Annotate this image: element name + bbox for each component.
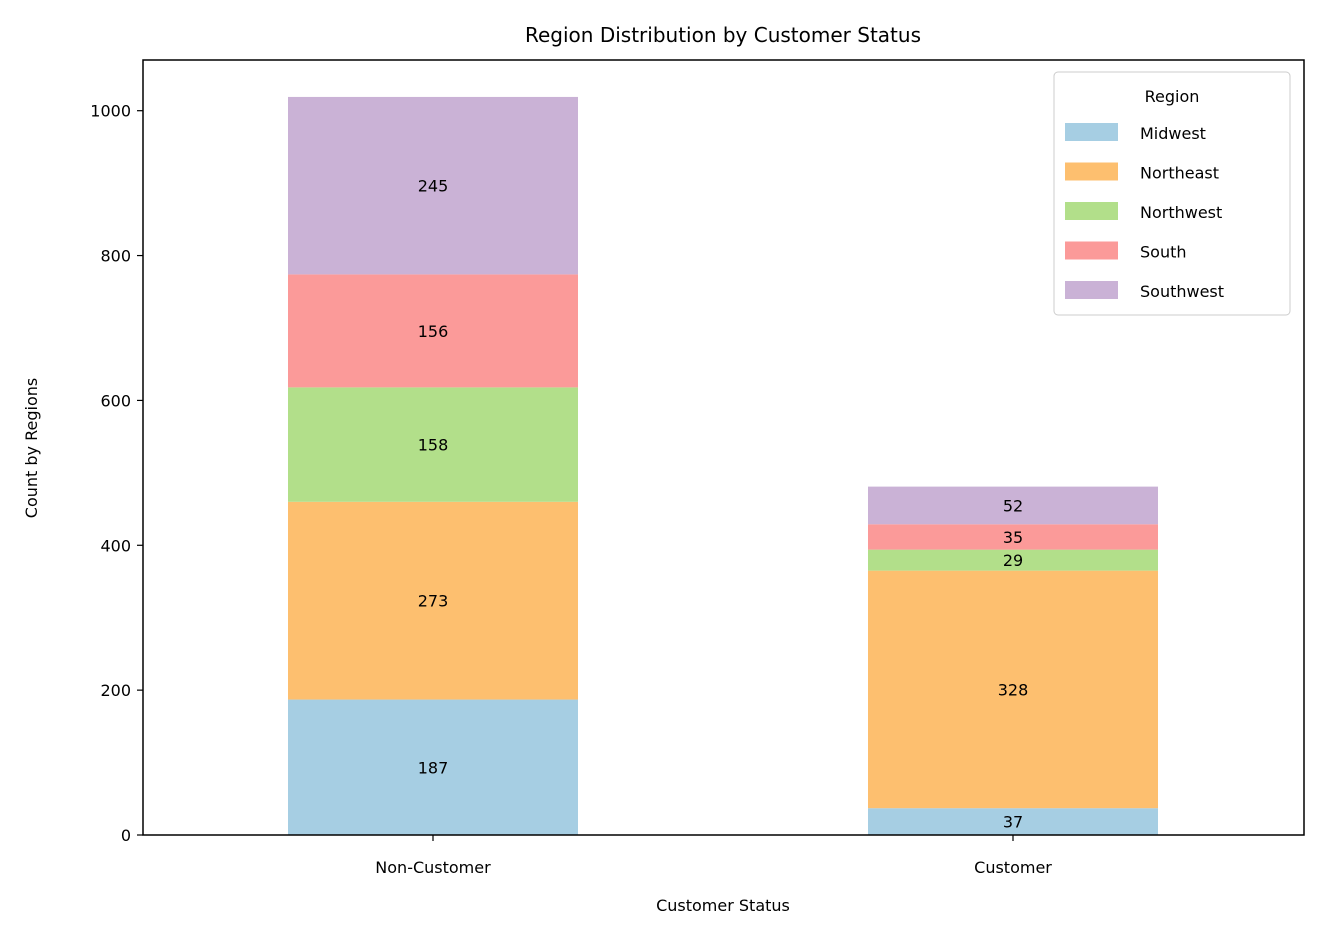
y-axis: 0 200 400 600 800 1000 (90, 102, 143, 845)
bar-value-label: 156 (418, 322, 449, 341)
bar-segment (868, 808, 1158, 835)
legend-item-label: Southwest (1140, 282, 1224, 301)
bar-segment (288, 274, 578, 388)
bar-segment (868, 570, 1158, 809)
legend-items: Midwest Northeast Northwest South Southwest (1065, 123, 1224, 301)
legend-swatch (1065, 162, 1118, 181)
y-axis-label: Count by Regions (22, 378, 41, 518)
x-tick-label: Customer (974, 858, 1052, 877)
bar-value-label: 29 (1003, 551, 1023, 570)
legend-frame (1053, 71, 1291, 316)
bar-segment (868, 486, 1158, 525)
bar-value-label: 328 (998, 680, 1029, 699)
legend-swatch (1065, 202, 1118, 220)
legend: Region Midwest Northeast Northwest South Sou… (1053, 71, 1291, 316)
bar-value-label: 158 (418, 436, 449, 455)
y-tick-label: 1000 (90, 102, 131, 121)
x-axis-label: Customer Status (656, 896, 790, 915)
bar-value-label: 245 (418, 177, 449, 196)
plot-frame (142, 59, 1305, 836)
chart-title: Region Distribution by Customer Status (525, 23, 921, 47)
y-tick-label: 0 (121, 826, 131, 845)
bars-group (288, 96, 1158, 835)
x-tick-label: Non-Customer (375, 858, 491, 877)
x-axis: Non-Customer Customer (375, 835, 1052, 877)
legend-swatch (1065, 281, 1118, 299)
bar-segment (868, 549, 1158, 571)
bar-segment (288, 387, 578, 502)
legend-item-label: Midwest (1140, 124, 1206, 143)
legend-title: Region (1145, 87, 1200, 106)
bar-value-label: 187 (418, 758, 449, 777)
y-tick-label: 200 (100, 681, 131, 700)
bar-value-label: 35 (1003, 528, 1023, 547)
legend-item-label: Northeast (1140, 164, 1219, 183)
bar-segment (288, 699, 578, 835)
bar-value-label: 273 (418, 592, 449, 611)
bar-segment (288, 501, 578, 700)
legend-item-label: Northwest (1140, 203, 1222, 222)
bar-segment (868, 524, 1158, 550)
legend-item-label: South (1140, 243, 1187, 262)
y-tick-label: 400 (100, 536, 131, 555)
y-tick-label: 800 (100, 247, 131, 266)
bar-value-label: 37 (1003, 813, 1023, 832)
legend-swatch (1065, 241, 1118, 260)
bar-value-label: 52 (1003, 496, 1023, 515)
bar-segment (288, 96, 578, 275)
legend-swatch (1065, 123, 1118, 141)
bar-labels-group: 187 273 158 156 245 37 328 29 35 52 (418, 177, 1029, 832)
y-tick-label: 600 (100, 391, 131, 410)
